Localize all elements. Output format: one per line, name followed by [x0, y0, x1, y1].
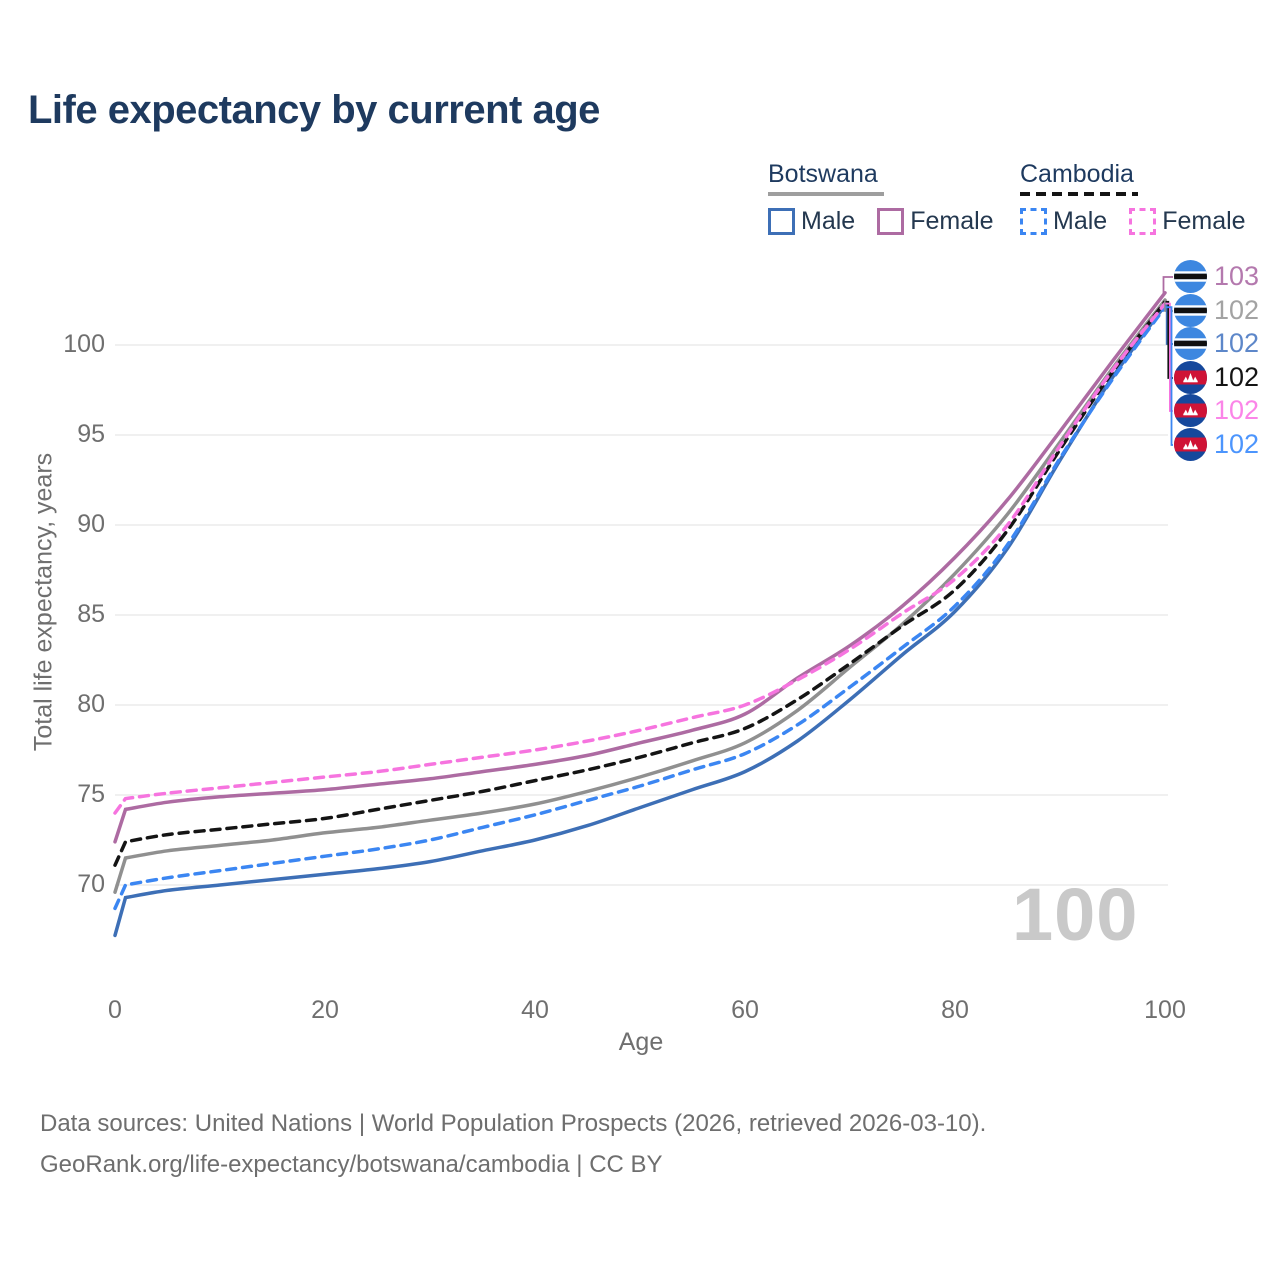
x-tick-label: 100 — [1144, 996, 1186, 1024]
x-tick-label: 0 — [108, 996, 122, 1024]
attribution-link: GeoRank.org/life-expectancy/botswana/cam… — [40, 1151, 663, 1178]
leader-line-kh_m — [1165, 306, 1173, 446]
legend-label-botswana-male[interactable]: Male — [801, 207, 856, 235]
botswana-solid-line-swatch — [768, 192, 884, 196]
y-tick-label: 100 — [63, 330, 105, 358]
legend-swatch-cambodia-female[interactable] — [1129, 208, 1157, 235]
botswana-flag-icon — [1174, 294, 1207, 327]
end-label-kh_m: 102 — [1174, 428, 1259, 461]
cambodia-dashed-line-swatch — [1020, 192, 1138, 196]
legend-group-botswana: Botswana Male Female — [768, 160, 994, 236]
legend-swatch-botswana-male[interactable] — [768, 208, 795, 235]
legend-label-botswana-female[interactable]: Female — [910, 207, 994, 235]
y-tick-label: 90 — [77, 510, 105, 538]
botswana-flag-icon — [1174, 260, 1207, 293]
end-value-bw_f: 103 — [1214, 261, 1260, 291]
series-line-bw_all[interactable] — [113, 298, 1167, 894]
leader-line-bw_f — [1162, 276, 1173, 294]
botswana-flag-icon — [1174, 327, 1207, 360]
end-value-kh_f: 102 — [1214, 395, 1260, 425]
end-value-bw_all: 102 — [1214, 295, 1260, 325]
series-line-kh_f[interactable] — [113, 301, 1167, 815]
x-tick-label: 60 — [731, 996, 759, 1024]
y-tick-label: 85 — [77, 600, 105, 628]
x-tick-label: 40 — [521, 996, 549, 1024]
cambodia-flag-icon — [1174, 394, 1207, 427]
legend-group-cambodia: Cambodia Male Female — [1020, 160, 1246, 236]
y-tick-label: 75 — [77, 780, 105, 808]
end-label-bw_f: 103 — [1174, 260, 1259, 293]
end-label-kh_f: 102 — [1174, 394, 1259, 427]
data-sources-note: Data sources: United Nations | World Pop… — [40, 1110, 987, 1137]
end-value-bw_m: 102 — [1214, 328, 1260, 358]
end-value-kh_m: 102 — [1214, 429, 1260, 459]
legend-label-cambodia-male[interactable]: Male — [1053, 207, 1108, 235]
page-title: Life expectancy by current age — [28, 88, 600, 132]
age-watermark: 100 — [1012, 873, 1139, 956]
cambodia-flag-icon — [1174, 361, 1207, 394]
legend-swatch-cambodia-male[interactable] — [1020, 208, 1047, 235]
end-label-kh_all: 102 — [1174, 361, 1259, 394]
x-tick-label: 80 — [941, 996, 969, 1024]
legend-label-cambodia-female[interactable]: Female — [1162, 207, 1246, 235]
y-tick-label: 80 — [77, 690, 105, 718]
y-tick-label: 70 — [77, 870, 105, 898]
series-line-kh_all[interactable] — [113, 300, 1167, 867]
x-tick-label: 20 — [311, 996, 339, 1024]
legend-country-botswana[interactable]: Botswana — [768, 160, 878, 188]
series-line-kh_m[interactable] — [113, 305, 1167, 911]
x-axis-title: Age — [618, 1028, 664, 1056]
legend-swatch-botswana-female[interactable] — [877, 208, 905, 235]
end-value-kh_all: 102 — [1214, 362, 1260, 392]
cambodia-flag-icon — [1174, 428, 1207, 461]
series-line-bw_m[interactable] — [113, 303, 1167, 938]
end-label-bw_m: 102 — [1174, 327, 1259, 360]
end-label-bw_all: 102 — [1174, 294, 1259, 327]
legend-country-cambodia[interactable]: Cambodia — [1020, 160, 1134, 188]
series-line-bw_f[interactable] — [113, 291, 1167, 844]
y-tick-label: 95 — [77, 420, 105, 448]
